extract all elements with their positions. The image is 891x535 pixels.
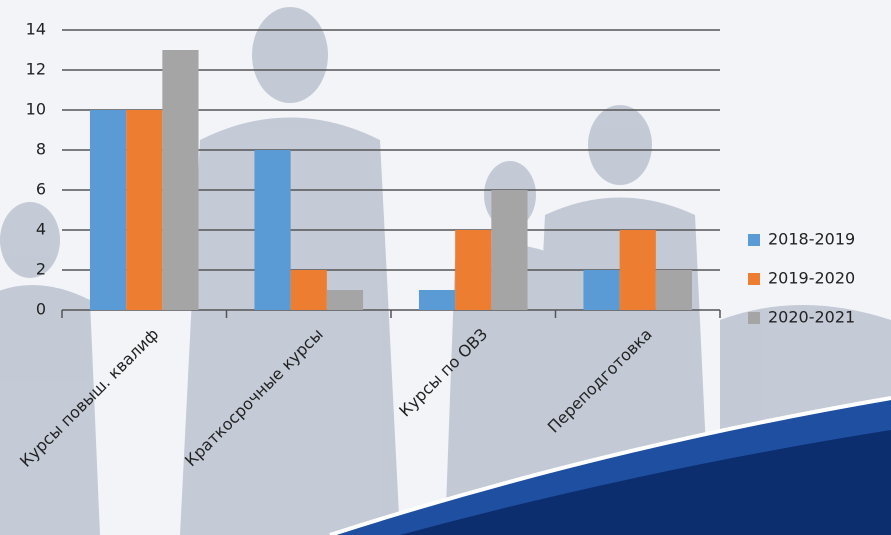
- y-tick-label: 6: [36, 180, 46, 199]
- bar: [126, 110, 163, 310]
- wave-line: [329, 396, 891, 535]
- bar: [290, 270, 327, 310]
- legend-swatch: [748, 273, 760, 285]
- y-tick-label: 4: [36, 220, 46, 239]
- y-tick-label: 10: [26, 100, 46, 119]
- bar: [655, 270, 693, 310]
- bar: [455, 230, 492, 310]
- y-tick-label: 8: [36, 140, 46, 159]
- y-tick-label: 12: [26, 60, 46, 79]
- bar: [326, 290, 364, 310]
- bar: [162, 50, 199, 310]
- bar: [418, 290, 456, 310]
- legend-swatch: [748, 234, 760, 246]
- y-tick-label: 0: [36, 300, 46, 319]
- bar: [491, 190, 528, 310]
- y-tick-label: 2: [36, 260, 46, 279]
- bar: [619, 230, 656, 310]
- legend-label: 2018-2019: [768, 230, 855, 249]
- legend-label: 2019-2020: [768, 269, 855, 288]
- bar: [89, 110, 127, 310]
- y-tick-label: 14: [26, 20, 46, 39]
- bar: [254, 150, 291, 310]
- legend-label: 2020-2021: [768, 308, 855, 327]
- bar: [583, 270, 620, 310]
- wave-dark: [400, 430, 891, 535]
- legend-swatch: [748, 312, 760, 324]
